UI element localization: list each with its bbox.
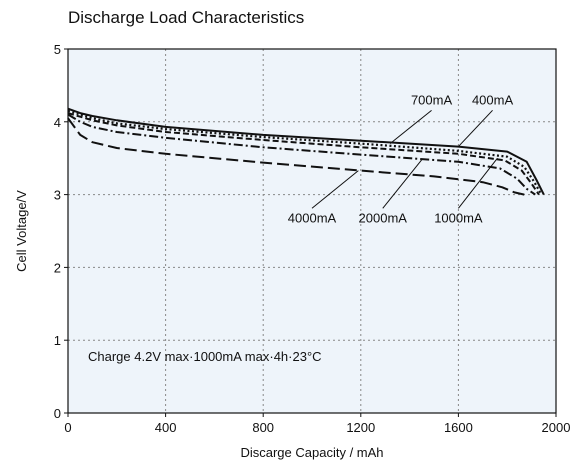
series-line-400ma <box>67 107 545 196</box>
y-tick-label: 0 <box>54 406 61 421</box>
callout-leader-700ma <box>389 109 432 145</box>
series-line-1000ma <box>67 112 540 196</box>
y-tick-label: 2 <box>54 260 61 275</box>
callout-leader-2000ma <box>382 159 423 209</box>
series-line-4000ma <box>67 117 525 196</box>
x-axis-title: Discarge Capacity / mAh <box>240 445 383 460</box>
plot-frame <box>67 48 557 414</box>
x-tick-label: 800 <box>252 420 274 435</box>
x-tick-label: 1600 <box>444 420 473 435</box>
callout-label-400ma: 400mA <box>472 92 514 107</box>
series-line-2000ma <box>67 113 536 196</box>
y-axis-title: Cell Voltage/V <box>14 190 29 272</box>
charge-condition-note: Charge 4.2V max·1000mA max·4h·23°C <box>88 349 322 364</box>
plot-area: 0 400 800 1200 1600 2000 0 1 2 3 4 5 Discarge Capaci… <box>14 42 570 460</box>
callout-leader-400ma <box>458 109 493 147</box>
x-tick-label: 400 <box>155 420 177 435</box>
callout-leader-4000ma <box>311 170 359 209</box>
y-tick-label: 4 <box>54 115 61 130</box>
x-tick-label: 0 <box>64 420 71 435</box>
x-tick-label: 2000 <box>542 420 571 435</box>
callout-label-700ma: 700mA <box>411 92 453 107</box>
callout-label-4000ma: 4000mA <box>288 210 337 225</box>
x-tick-label: 1200 <box>346 420 375 435</box>
y-tick-label: 1 <box>54 333 61 348</box>
callout-label-1000ma: 1000mA <box>434 210 483 225</box>
y-tick-label: 5 <box>54 42 61 57</box>
plot-background <box>68 49 556 413</box>
series-line-700ma <box>67 109 543 196</box>
callout-leader-1000ma <box>458 157 498 209</box>
callout-label-2000ma: 2000mA <box>359 210 408 225</box>
chart-title: Discharge Load Characteristics <box>68 8 305 27</box>
y-tick-label: 3 <box>54 188 61 203</box>
